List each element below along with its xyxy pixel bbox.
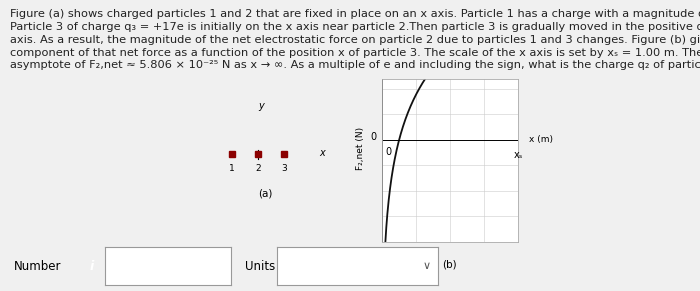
Text: 2: 2 [255,164,260,173]
Text: (a): (a) [258,189,273,199]
Text: 3: 3 [281,164,286,173]
Text: 0: 0 [386,147,392,157]
Text: 1: 1 [229,164,234,173]
Text: Number: Number [14,260,62,273]
Text: (b): (b) [442,260,457,270]
Text: y: y [258,101,265,111]
Text: i: i [90,260,94,273]
Text: ∨: ∨ [422,261,430,271]
Text: Figure (a) shows charged particles 1 and 2 that are fixed in place on an x axis.: Figure (a) shows charged particles 1 and… [10,9,700,70]
Text: 0: 0 [370,132,376,142]
Text: xₛ: xₛ [513,150,523,160]
Text: Units: Units [245,260,275,273]
Text: x (m): x (m) [529,135,553,144]
Text: F₂,net (N): F₂,net (N) [356,127,365,170]
Text: x: x [319,148,325,158]
